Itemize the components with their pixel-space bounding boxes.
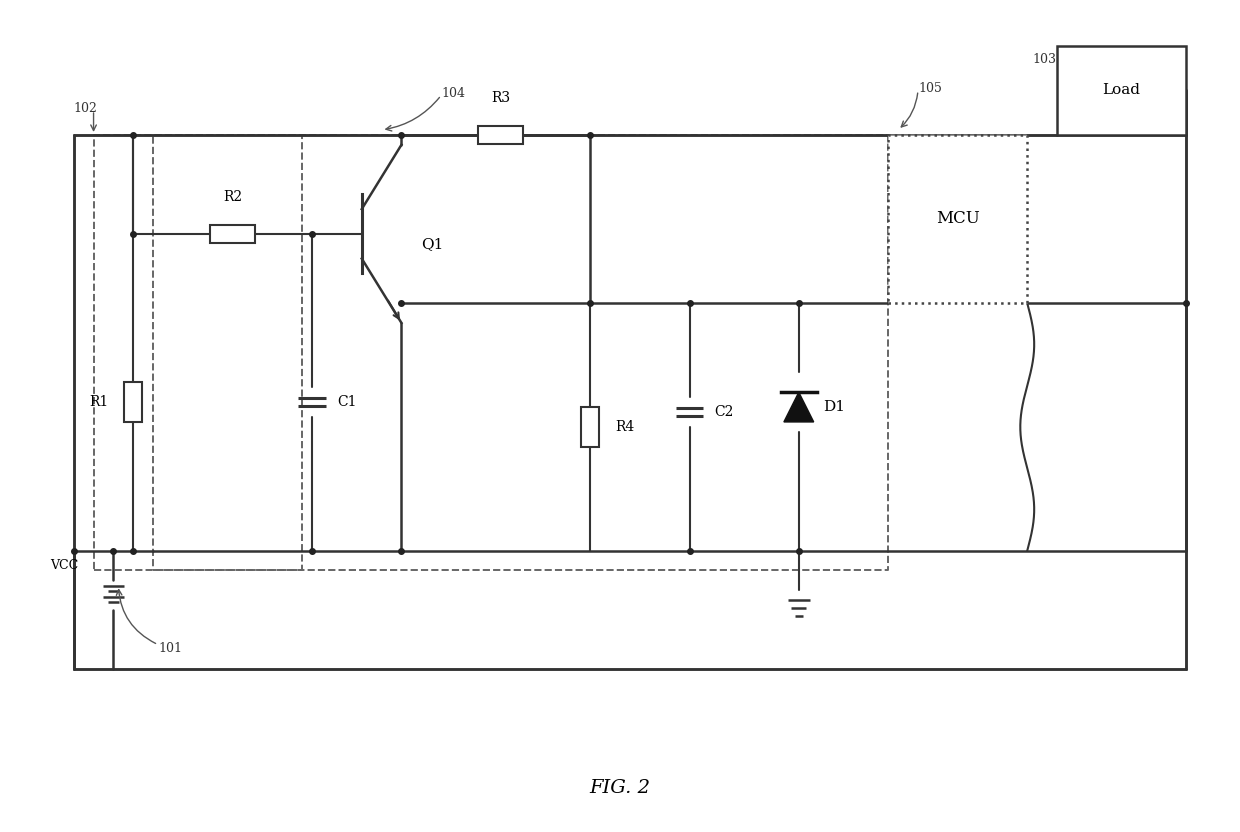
Text: 103: 103: [1032, 52, 1056, 66]
Bar: [1056, 46, 1187, 135]
Bar: [124, 383, 143, 422]
Text: D1: D1: [823, 400, 846, 414]
Text: 101: 101: [159, 641, 182, 655]
Text: FIG. 2: FIG. 2: [589, 780, 651, 797]
Text: R4: R4: [615, 420, 635, 434]
Text: R2: R2: [223, 191, 242, 204]
Text: R3: R3: [491, 92, 511, 105]
Polygon shape: [784, 392, 813, 422]
Text: VCC: VCC: [51, 559, 78, 572]
Bar: [888, 135, 1027, 303]
Text: 102: 102: [73, 102, 98, 115]
Text: C1: C1: [337, 395, 356, 409]
Bar: [73, 135, 1187, 670]
Bar: [479, 126, 523, 144]
Text: MCU: MCU: [936, 210, 980, 227]
Text: 105: 105: [918, 82, 942, 95]
Text: Load: Load: [1102, 83, 1141, 97]
Bar: [582, 407, 599, 447]
Text: C2: C2: [714, 405, 734, 419]
Bar: [211, 225, 255, 243]
Text: Q1: Q1: [422, 237, 444, 250]
Text: R1: R1: [89, 395, 108, 409]
Text: 104: 104: [441, 87, 465, 100]
